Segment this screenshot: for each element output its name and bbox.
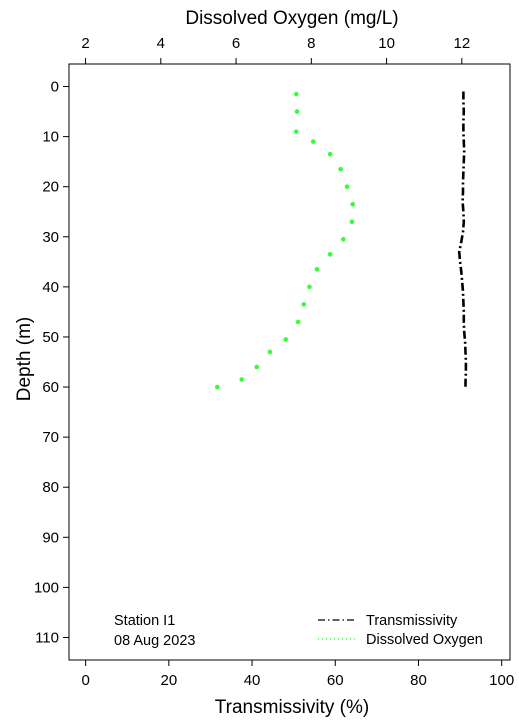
- bottom-axis-ticks: 0 20 40 60 80 100: [81, 660, 514, 689]
- x-axis-bottom-title: Transmissivity (%): [215, 697, 369, 718]
- series-point-dissolved-oxygen: [295, 319, 301, 325]
- x-bottom-tick-label: 100: [489, 672, 514, 689]
- x-bottom-tick-label: 0: [81, 672, 89, 689]
- legend-label-dissolved-oxygen: Dissolved Oxygen: [366, 632, 483, 648]
- y-tick-label: 60: [42, 379, 59, 396]
- x-top-tick-label: 4: [157, 35, 165, 52]
- series-point-dissolved-oxygen: [327, 252, 333, 257]
- series-layer: [214, 91, 468, 390]
- y-tick-label: 70: [42, 429, 59, 446]
- top-axis-ticks: 2 4 6 8 10 12: [81, 35, 470, 64]
- station-annotation: Station I1: [114, 613, 175, 629]
- series-point-dissolved-oxygen: [307, 284, 312, 290]
- series-point-dissolved-oxygen: [350, 201, 356, 207]
- series-point-dissolved-oxygen: [310, 139, 316, 144]
- y-tick-label: 0: [51, 79, 59, 96]
- series-point-dissolved-oxygen: [293, 91, 299, 97]
- x-bottom-tick-label: 60: [327, 672, 344, 689]
- series-point-dissolved-oxygen: [294, 109, 300, 114]
- series-point-dissolved-oxygen: [338, 166, 343, 172]
- series-point-dissolved-oxygen: [254, 364, 260, 370]
- y-tick-label: 100: [34, 579, 59, 596]
- series-point-dissolved-oxygen: [267, 349, 273, 355]
- y-tick-label: 110: [35, 629, 59, 646]
- x-top-tick-label: 12: [453, 35, 470, 52]
- date-annotation: 08 Aug 2023: [114, 633, 195, 649]
- series-point-dissolved-oxygen: [344, 184, 350, 190]
- x-top-tick-label: 10: [378, 35, 395, 52]
- x-top-tick-label: 6: [232, 35, 240, 52]
- x-bottom-tick-label: 40: [244, 672, 261, 689]
- y-tick-label: 90: [42, 529, 59, 546]
- series-point-dissolved-oxygen: [214, 384, 220, 390]
- x-axis-top-title: Dissolved Oxygen (mg/L): [185, 8, 398, 29]
- series-point-dissolved-oxygen: [327, 151, 333, 157]
- x-top-tick-label: 2: [81, 35, 89, 52]
- series-point-dissolved-oxygen: [283, 337, 289, 342]
- series-point-dissolved-oxygen: [301, 302, 307, 307]
- x-top-tick-label: 8: [307, 35, 315, 52]
- left-axis-ticks: 0 10 20 30 40 50 60 70 80 90 100 110: [34, 79, 69, 646]
- x-bottom-tick-label: 80: [410, 672, 427, 689]
- y-axis-title: Depth (m): [14, 317, 35, 401]
- series-point-dissolved-oxygen: [341, 236, 346, 242]
- legend: Transmissivity Dissolved Oxygen: [318, 613, 483, 648]
- y-tick-label: 50: [42, 329, 59, 346]
- y-tick-label: 30: [42, 229, 59, 246]
- legend-label-transmissivity: Transmissivity: [366, 613, 458, 629]
- y-tick-label: 80: [42, 479, 59, 496]
- y-tick-label: 10: [42, 129, 59, 146]
- series-point-dissolved-oxygen: [239, 377, 245, 382]
- plot-frame: [68, 63, 511, 661]
- x-bottom-tick-label: 20: [161, 672, 178, 689]
- series-point-dissolved-oxygen: [293, 129, 299, 134]
- y-tick-label: 20: [42, 179, 59, 196]
- series-line-transmissivity: [457, 91, 468, 387]
- series-point-dissolved-oxygen: [349, 219, 355, 225]
- series-point-dissolved-oxygen: [314, 267, 320, 272]
- y-tick-label: 40: [42, 279, 59, 296]
